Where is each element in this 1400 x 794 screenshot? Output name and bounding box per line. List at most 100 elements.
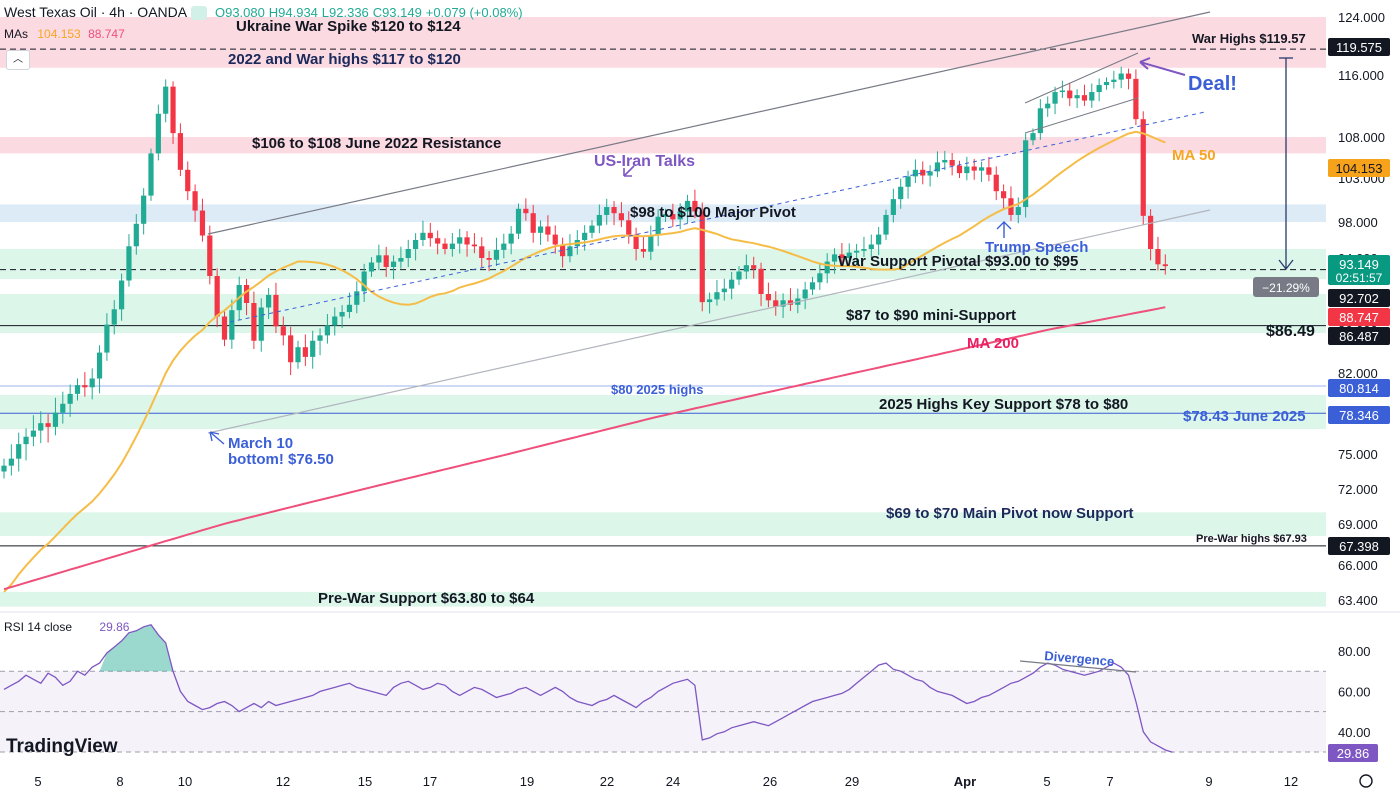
candle-body — [582, 232, 588, 240]
candle-body — [1103, 81, 1110, 86]
price-tag-text: 119.575 — [1336, 40, 1382, 55]
candle-body — [648, 235, 654, 252]
time-tick-label: 7 — [1106, 774, 1113, 789]
candle-body — [956, 165, 963, 174]
candle-body — [479, 246, 485, 258]
march10-arrow — [209, 431, 225, 445]
candle-body — [405, 249, 411, 258]
time-tick-label: 15 — [358, 774, 372, 789]
candle-body — [773, 300, 779, 307]
candle-body — [751, 265, 757, 269]
candle-body — [780, 300, 786, 307]
candle-body — [45, 423, 51, 427]
price-tag-text: 88.747 — [1339, 310, 1379, 325]
close-value: C93.149 — [372, 5, 422, 20]
rsi-tick-label: 80.00 — [1338, 644, 1371, 659]
wedge-upper-line — [1024, 52, 1139, 104]
ma50-legend-value: 104.153 — [37, 27, 81, 41]
candle-body — [552, 234, 558, 245]
visibility-toggle-icon[interactable] — [191, 6, 208, 21]
candle-body — [729, 279, 735, 289]
rsi-line — [3, 623, 1173, 753]
candle-body — [427, 232, 433, 239]
measure-percent-label: −21.29% — [1262, 281, 1310, 295]
channel-upper-line — [207, 11, 1211, 235]
us-iran-arrow — [623, 165, 635, 177]
collapse-legend-button[interactable]: ︿ — [6, 50, 30, 70]
divergence-line — [1019, 660, 1137, 673]
candle-body — [537, 226, 544, 233]
candle-body — [1118, 73, 1124, 80]
zone-band — [0, 249, 1326, 279]
measure-badge — [1253, 277, 1319, 297]
candle-body — [119, 280, 125, 310]
candle-body — [243, 285, 250, 303]
ma-legend[interactable]: MAs 104.153 88.747 — [4, 27, 125, 41]
price-tick-label: 63.400 — [1338, 593, 1378, 608]
candle-body — [662, 214, 669, 217]
zone-label: 2025 Highs Key Support $78 to $80 — [879, 396, 1128, 413]
candle-body — [368, 262, 375, 272]
candle-body — [854, 250, 860, 253]
level-86-label: $86.49 — [1266, 323, 1315, 340]
price-tick-label: 66.000 — [1338, 558, 1378, 573]
price-tag — [1328, 255, 1390, 285]
price-tag-text: 104.153 — [1336, 161, 1383, 176]
zone-band — [0, 204, 1326, 222]
candle-body — [317, 335, 323, 341]
candle-body — [192, 191, 198, 211]
candle-body — [214, 276, 220, 317]
candle-body — [560, 244, 566, 257]
candle-body — [927, 171, 933, 176]
zone-band — [0, 46, 1326, 68]
symbol-title[interactable]: West Texas Oil · 4h · OANDA — [4, 4, 188, 20]
candle-body — [413, 240, 419, 249]
candle-body — [133, 223, 139, 247]
candle-body — [567, 246, 573, 257]
candle-body — [1074, 95, 1080, 99]
ma50-line — [3, 130, 1166, 593]
trump-speech-arrow — [996, 221, 1012, 238]
candle-body — [67, 393, 73, 404]
candle-body — [604, 207, 610, 215]
candle-body — [258, 307, 264, 341]
price-tick-label: 72.000 — [1338, 482, 1378, 497]
zone-label: War Support Pivotal $93.00 to $95 — [838, 253, 1078, 270]
candle-body — [905, 176, 911, 187]
candle-body — [964, 166, 970, 174]
divergence-label: Divergence — [1044, 648, 1115, 669]
rsi-legend[interactable]: RSI 14 close 29.86 — [4, 620, 129, 634]
candle-body — [390, 261, 397, 267]
zone-label: 2022 and War highs $117 to $120 — [228, 51, 461, 68]
zone-band — [0, 137, 1326, 154]
time-tick-label: 5 — [1043, 774, 1050, 789]
candle-body — [177, 133, 183, 170]
rsi-overbought-fill — [99, 624, 174, 672]
candle-body — [993, 174, 999, 192]
candle-body — [831, 254, 838, 262]
candle-body — [74, 385, 81, 394]
candle-body — [38, 423, 44, 431]
candle-body — [464, 237, 470, 245]
candle-body — [23, 436, 29, 445]
level-80-label: $80 2025 highs — [611, 382, 704, 397]
settings-gear-icon[interactable] — [1359, 774, 1373, 788]
candle-body — [912, 169, 918, 177]
candle-body — [1001, 191, 1007, 199]
candle-body — [471, 244, 477, 247]
rsi-pane: Divergence 80.00 60.00 40.00 29.86 — [0, 611, 1400, 762]
zone-band — [0, 17, 1326, 46]
zone-label: Pre-War Support $63.80 to $64 — [318, 590, 535, 607]
high-value: H94.934 — [268, 5, 318, 20]
candle-body — [1111, 79, 1117, 82]
candle-body — [420, 232, 426, 240]
candle-body — [89, 378, 95, 388]
candle-body — [295, 347, 301, 363]
price-tag-text: 93.149 — [1339, 257, 1379, 272]
candle-body — [332, 316, 338, 326]
us-iran-talks-label: US-Iran Talks — [594, 153, 695, 170]
time-tick-label: 9 — [1205, 774, 1212, 789]
tradingview-logo[interactable]: TradingView — [6, 736, 118, 758]
